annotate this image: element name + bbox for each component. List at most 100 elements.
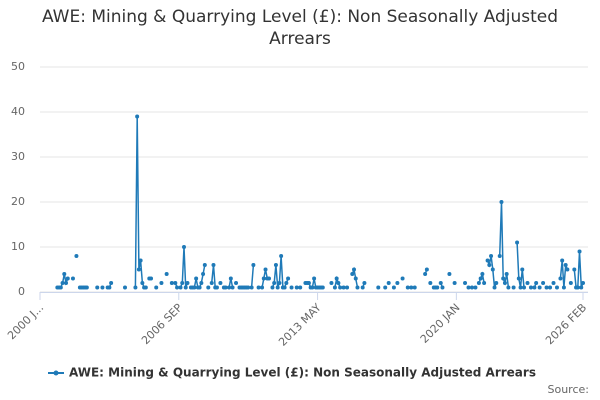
point bbox=[282, 285, 287, 290]
point bbox=[405, 285, 410, 290]
point bbox=[218, 281, 223, 285]
point bbox=[206, 285, 211, 290]
point bbox=[135, 114, 140, 119]
point bbox=[541, 281, 546, 285]
point bbox=[341, 285, 346, 290]
point bbox=[482, 281, 487, 285]
point bbox=[270, 285, 275, 290]
point bbox=[395, 281, 400, 285]
point bbox=[355, 285, 360, 290]
point bbox=[65, 276, 70, 281]
point bbox=[581, 281, 585, 285]
point bbox=[223, 285, 228, 290]
point bbox=[502, 281, 507, 285]
y-tick-label: 30 bbox=[11, 150, 25, 163]
point bbox=[277, 281, 282, 285]
source: Source: bbox=[548, 383, 590, 396]
point bbox=[558, 276, 563, 281]
x-tick-label: 2006 SEP bbox=[139, 301, 185, 347]
point bbox=[230, 285, 235, 290]
point bbox=[329, 281, 334, 285]
legend-label: AWE: Mining & Quarrying Level (£): Non S… bbox=[69, 366, 536, 380]
point bbox=[469, 285, 474, 290]
point bbox=[499, 200, 504, 204]
point bbox=[64, 281, 69, 285]
point bbox=[544, 285, 549, 290]
point bbox=[70, 276, 75, 281]
point bbox=[345, 285, 350, 290]
point bbox=[376, 285, 381, 290]
point bbox=[154, 285, 159, 290]
point bbox=[279, 254, 284, 258]
point bbox=[360, 285, 365, 290]
point bbox=[58, 285, 63, 290]
point bbox=[228, 276, 233, 281]
point bbox=[256, 285, 261, 290]
point bbox=[298, 285, 303, 290]
point bbox=[575, 285, 580, 290]
x-tick-label: 2013 MAY bbox=[276, 301, 324, 349]
point bbox=[181, 245, 186, 249]
point bbox=[447, 272, 452, 276]
point bbox=[185, 281, 190, 285]
point bbox=[336, 281, 341, 285]
point bbox=[173, 281, 178, 285]
point bbox=[266, 276, 271, 281]
point bbox=[438, 281, 443, 285]
point bbox=[143, 285, 148, 290]
point bbox=[159, 281, 164, 285]
point bbox=[494, 281, 499, 285]
point bbox=[518, 285, 523, 290]
point bbox=[560, 258, 565, 263]
point bbox=[386, 281, 391, 285]
point bbox=[572, 267, 577, 272]
point bbox=[435, 285, 440, 290]
point bbox=[463, 281, 468, 285]
point bbox=[84, 285, 89, 290]
point bbox=[180, 281, 185, 285]
point bbox=[504, 272, 509, 276]
point bbox=[561, 285, 566, 290]
point bbox=[246, 285, 251, 290]
point bbox=[133, 285, 138, 290]
point bbox=[273, 263, 278, 267]
point bbox=[516, 276, 521, 281]
point bbox=[320, 285, 325, 290]
point bbox=[275, 285, 280, 290]
point bbox=[272, 281, 277, 285]
point bbox=[412, 285, 417, 290]
y-tick-label: 40 bbox=[11, 105, 25, 118]
y-tick-label: 0 bbox=[18, 285, 25, 298]
point bbox=[95, 285, 100, 290]
y-tick-label: 20 bbox=[11, 195, 25, 208]
point bbox=[487, 263, 492, 267]
point bbox=[565, 267, 570, 272]
point bbox=[534, 281, 539, 285]
point bbox=[194, 276, 199, 281]
point bbox=[62, 272, 67, 276]
x-tick-label: 2026 FEB bbox=[543, 301, 589, 347]
point bbox=[178, 285, 183, 290]
point bbox=[138, 258, 143, 263]
point bbox=[490, 267, 495, 272]
point bbox=[251, 263, 256, 267]
point bbox=[428, 281, 433, 285]
point bbox=[506, 285, 511, 290]
point bbox=[525, 281, 530, 285]
point bbox=[214, 285, 219, 290]
point bbox=[227, 285, 232, 290]
point bbox=[175, 285, 180, 290]
point bbox=[109, 281, 114, 285]
point bbox=[409, 285, 414, 290]
point bbox=[424, 267, 429, 272]
point bbox=[568, 281, 573, 285]
point bbox=[353, 276, 358, 281]
point bbox=[338, 285, 343, 290]
point bbox=[466, 285, 471, 290]
point bbox=[183, 285, 188, 290]
point bbox=[286, 276, 291, 281]
point bbox=[197, 285, 202, 290]
point bbox=[515, 240, 520, 245]
point bbox=[440, 285, 445, 290]
